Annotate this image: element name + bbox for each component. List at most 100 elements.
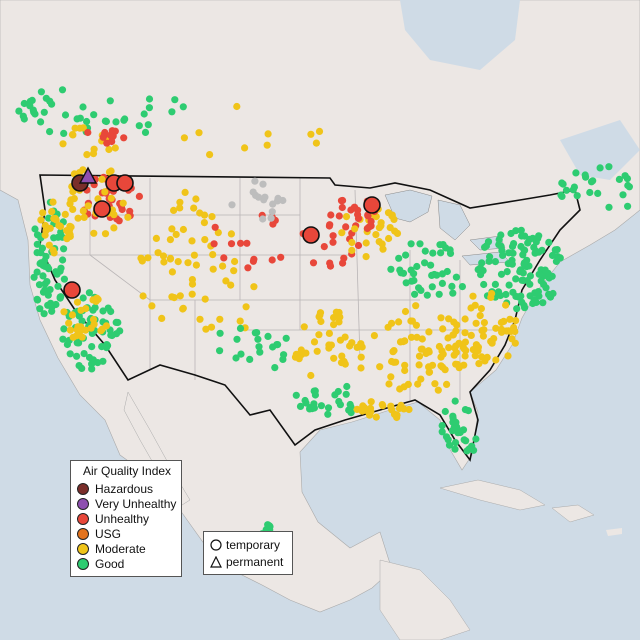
monitor-dot bbox=[343, 382, 351, 391]
monitor-dot bbox=[116, 327, 124, 335]
monitor-dot bbox=[249, 188, 257, 196]
monitor-dot bbox=[56, 267, 64, 275]
monitor-dot bbox=[376, 363, 384, 371]
monitor-dot bbox=[295, 355, 303, 363]
monitor-dot bbox=[553, 246, 561, 254]
monitor-dot bbox=[264, 332, 272, 340]
monitor-dot bbox=[102, 117, 110, 126]
legend-item-permanent: permanent bbox=[210, 554, 283, 570]
monitor-dot bbox=[475, 360, 483, 368]
monitor-dot bbox=[227, 230, 235, 238]
monitor-dot bbox=[63, 340, 71, 349]
monitor-dot bbox=[231, 257, 239, 266]
monitor-dot bbox=[154, 249, 162, 257]
monitor-dot bbox=[429, 249, 437, 257]
monitor-dot bbox=[98, 325, 106, 333]
monitor-dot bbox=[532, 247, 540, 255]
monitor-dot bbox=[268, 256, 276, 264]
monitor-dot bbox=[135, 122, 143, 130]
monitor-dot bbox=[168, 268, 176, 276]
monitor-dot bbox=[188, 290, 196, 298]
monitor-dot bbox=[342, 223, 350, 231]
monitor-dot bbox=[254, 193, 263, 201]
monitor-dot bbox=[461, 406, 469, 414]
monitor-dot bbox=[206, 151, 214, 159]
monitor-dot bbox=[65, 319, 73, 327]
monitor-dot bbox=[452, 273, 460, 281]
monitor-dot bbox=[79, 294, 87, 302]
legend-label: permanent bbox=[226, 555, 284, 569]
monitor-dot bbox=[372, 413, 380, 421]
usg-swatch-icon bbox=[77, 528, 89, 540]
us-border-outline bbox=[39, 174, 581, 462]
monitor-dot bbox=[345, 406, 353, 414]
monitor-dot bbox=[407, 240, 415, 248]
monitor-dot bbox=[502, 301, 510, 309]
monitor-dot bbox=[73, 298, 82, 306]
monitor-dot bbox=[59, 256, 67, 264]
monitor-dot bbox=[388, 319, 396, 327]
monitor-dot bbox=[210, 240, 218, 248]
monitor-dot bbox=[71, 124, 79, 132]
monitor-dot bbox=[397, 269, 405, 277]
monitor-dot bbox=[83, 151, 91, 159]
monitor-dot bbox=[407, 333, 416, 341]
monitor-dot bbox=[480, 326, 488, 334]
monitor-dot bbox=[311, 391, 319, 399]
monitor-dot bbox=[91, 304, 99, 312]
monitor-dot bbox=[387, 402, 395, 410]
monitor-dot bbox=[523, 277, 531, 285]
monitor-dot bbox=[267, 214, 275, 222]
monitor-dot bbox=[207, 323, 216, 331]
monitor-dot bbox=[135, 192, 143, 200]
monitor-dot bbox=[456, 428, 464, 437]
monitor-dot bbox=[492, 356, 500, 364]
monitor-dot bbox=[220, 254, 228, 262]
monitor-dot bbox=[408, 317, 416, 325]
great-lakes bbox=[384, 189, 511, 266]
monitor-dot bbox=[47, 299, 55, 307]
monitor-dot bbox=[26, 102, 34, 110]
hudson-bay bbox=[400, 0, 520, 70]
legend-item-unhealthy: Unhealthy bbox=[77, 512, 149, 526]
monitor-dot bbox=[589, 177, 597, 185]
monitor-dot bbox=[56, 293, 64, 301]
monitor-dot bbox=[85, 289, 93, 297]
monitor-dot bbox=[492, 324, 500, 332]
monitor-dot bbox=[542, 284, 550, 292]
monitor-dot bbox=[111, 144, 119, 152]
monitor-dot bbox=[176, 292, 184, 300]
monitor-dot bbox=[335, 212, 343, 220]
monitor-dot bbox=[405, 405, 413, 414]
monitor-dot bbox=[354, 210, 362, 219]
monitor-dot bbox=[497, 231, 505, 239]
monitor-dot bbox=[529, 234, 537, 242]
monitor-dot bbox=[75, 362, 83, 370]
monitor-dot bbox=[605, 163, 613, 171]
monitor-dot bbox=[615, 175, 624, 183]
monitor-dot bbox=[230, 267, 238, 275]
monitor-dot bbox=[508, 256, 516, 264]
monitor-dot bbox=[114, 318, 122, 327]
monitor-dot bbox=[503, 268, 511, 276]
monitor-dot bbox=[441, 366, 449, 374]
monitor-dot bbox=[438, 422, 446, 430]
monitor-dot bbox=[467, 331, 475, 339]
circle-icon bbox=[210, 539, 222, 551]
legend-item-moderate: Moderate bbox=[77, 542, 146, 556]
monitor-dot bbox=[517, 292, 525, 300]
monitor-dot bbox=[546, 293, 555, 301]
monitor-dot bbox=[407, 266, 415, 274]
hispaniola bbox=[551, 504, 595, 523]
monitor-dot bbox=[509, 324, 518, 332]
monitor-dot bbox=[77, 323, 85, 331]
monitor-dot bbox=[327, 211, 335, 219]
monitor-dot bbox=[148, 302, 156, 310]
monitor-dot bbox=[460, 345, 468, 353]
monitor-dot bbox=[68, 131, 77, 139]
monitor-dot bbox=[377, 219, 385, 227]
monitor-dot bbox=[172, 230, 180, 239]
monitor-dot bbox=[412, 302, 420, 310]
monitor-dot bbox=[30, 273, 38, 281]
monitor-dot bbox=[472, 435, 480, 443]
